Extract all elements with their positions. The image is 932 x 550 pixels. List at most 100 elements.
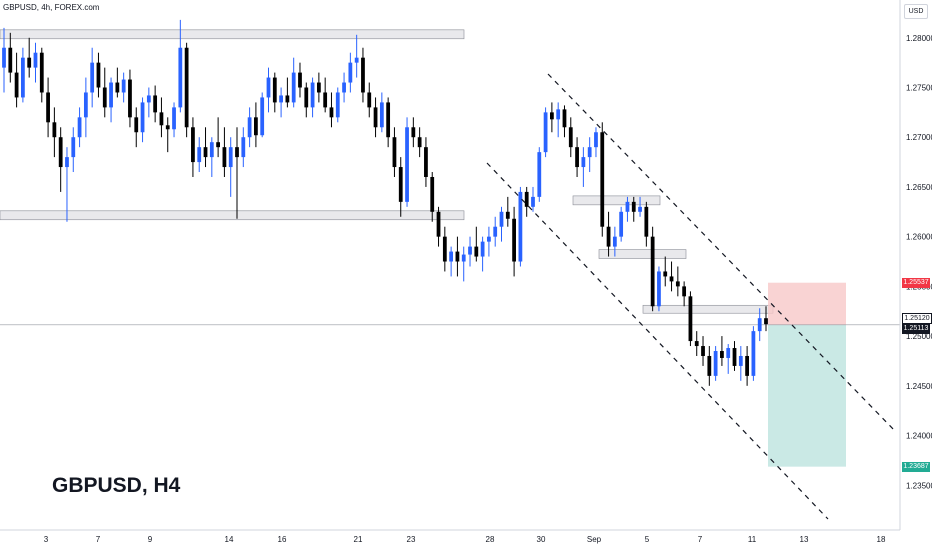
candle-body (266, 77, 271, 98)
candle-body (650, 236, 655, 307)
price-tick-label: 1.25000 (906, 332, 932, 341)
time-tick-label: 9 (148, 535, 153, 544)
zone-box[interactable] (642, 304, 774, 314)
candle-body (543, 112, 548, 153)
candle-body (146, 95, 151, 103)
channel-upper-line[interactable] (547, 73, 897, 433)
candle-body (52, 122, 57, 138)
candle-body (342, 82, 346, 93)
candle-body (172, 107, 176, 130)
candle-body (549, 112, 554, 120)
candle-body (587, 147, 592, 158)
candle-body (14, 72, 19, 98)
candle-body (493, 226, 498, 237)
take-profit-zone[interactable] (768, 324, 846, 467)
price-tick-label: 1.28000 (906, 34, 932, 43)
candle-body (411, 127, 416, 138)
candle-body (291, 72, 296, 103)
candle-body (373, 107, 378, 128)
stop-loss-zone[interactable] (768, 282, 846, 325)
candle-body (304, 87, 309, 108)
candle-body (209, 142, 214, 158)
candle-body (285, 95, 290, 103)
candle-body (109, 82, 113, 108)
candle-body (83, 92, 88, 118)
time-tick-label: 7 (96, 535, 101, 544)
time-tick-label: 30 (537, 535, 546, 544)
channel-lower-line[interactable] (486, 162, 829, 520)
candle-body (631, 201, 636, 212)
candle-body (720, 351, 724, 358)
candle-body (518, 191, 523, 262)
candle-body (442, 236, 447, 262)
candle-body (732, 348, 737, 366)
candle-body (367, 92, 372, 108)
candle-body (8, 47, 13, 73)
candle-body (556, 109, 561, 120)
candle-body (379, 102, 384, 128)
candle-body (625, 201, 630, 212)
zone-box[interactable] (0, 29, 465, 40)
time-tick-label: 14 (225, 535, 234, 544)
time-tick-label: 7 (698, 535, 703, 544)
candle-body (499, 211, 504, 227)
candle-body (386, 102, 391, 138)
candle-body (77, 117, 82, 138)
candle-body (102, 87, 107, 108)
candle-body (128, 79, 132, 118)
candle-body (90, 62, 95, 93)
candle-body (474, 246, 479, 257)
candle-body (644, 206, 649, 237)
time-tick-label: 18 (877, 535, 886, 544)
time-tick-label: 3 (44, 535, 49, 544)
candle-body (657, 271, 661, 307)
time-tick-label: 5 (645, 535, 650, 544)
zone-box[interactable] (598, 249, 687, 259)
price-tick-label: 1.24500 (906, 382, 932, 391)
candle-body (121, 79, 126, 93)
candle-body (279, 95, 283, 103)
zone-box[interactable] (572, 195, 661, 206)
candle-body (405, 127, 409, 202)
candle-body (197, 147, 202, 163)
channel-layer (486, 73, 897, 520)
position-layer[interactable] (0, 282, 900, 467)
candle-body (575, 147, 579, 168)
candle-body (222, 147, 227, 168)
time-tick-label: 16 (278, 535, 287, 544)
time-tick-label: Sep (587, 535, 602, 544)
candle-body (600, 132, 605, 227)
candle-body (203, 147, 208, 158)
candle-body (392, 137, 397, 168)
last-price-tag: 1.25113 (902, 323, 930, 334)
candle-body (449, 251, 454, 262)
candle-body (505, 211, 510, 219)
candle-body (606, 226, 611, 247)
currency-button[interactable]: USD (904, 4, 928, 19)
candle-body (688, 296, 693, 342)
candle-body (27, 57, 32, 68)
candle-body (354, 57, 359, 63)
symbol-header[interactable]: GBPUSD, 4h, FOREX.com (3, 3, 100, 12)
candle-body (581, 157, 586, 168)
stop-price-tag: 1.25537 (902, 277, 930, 288)
candle-body (713, 351, 718, 376)
candle-body (757, 318, 762, 332)
time-tick-label: 23 (407, 535, 416, 544)
candle-body (663, 271, 668, 277)
candle-body (316, 82, 321, 93)
candle-body (531, 196, 535, 207)
zone-box[interactable] (0, 210, 465, 221)
candle-body (726, 348, 731, 358)
candle-body (745, 355, 749, 376)
time-tick-label: 13 (800, 535, 809, 544)
candle-body (638, 206, 642, 212)
candle-body (417, 137, 422, 148)
candle-body (682, 286, 687, 297)
candle-body (764, 318, 768, 325)
candle-body (751, 331, 756, 376)
candle-body (65, 157, 69, 168)
candle-body (524, 191, 529, 207)
candle-body (310, 82, 315, 108)
